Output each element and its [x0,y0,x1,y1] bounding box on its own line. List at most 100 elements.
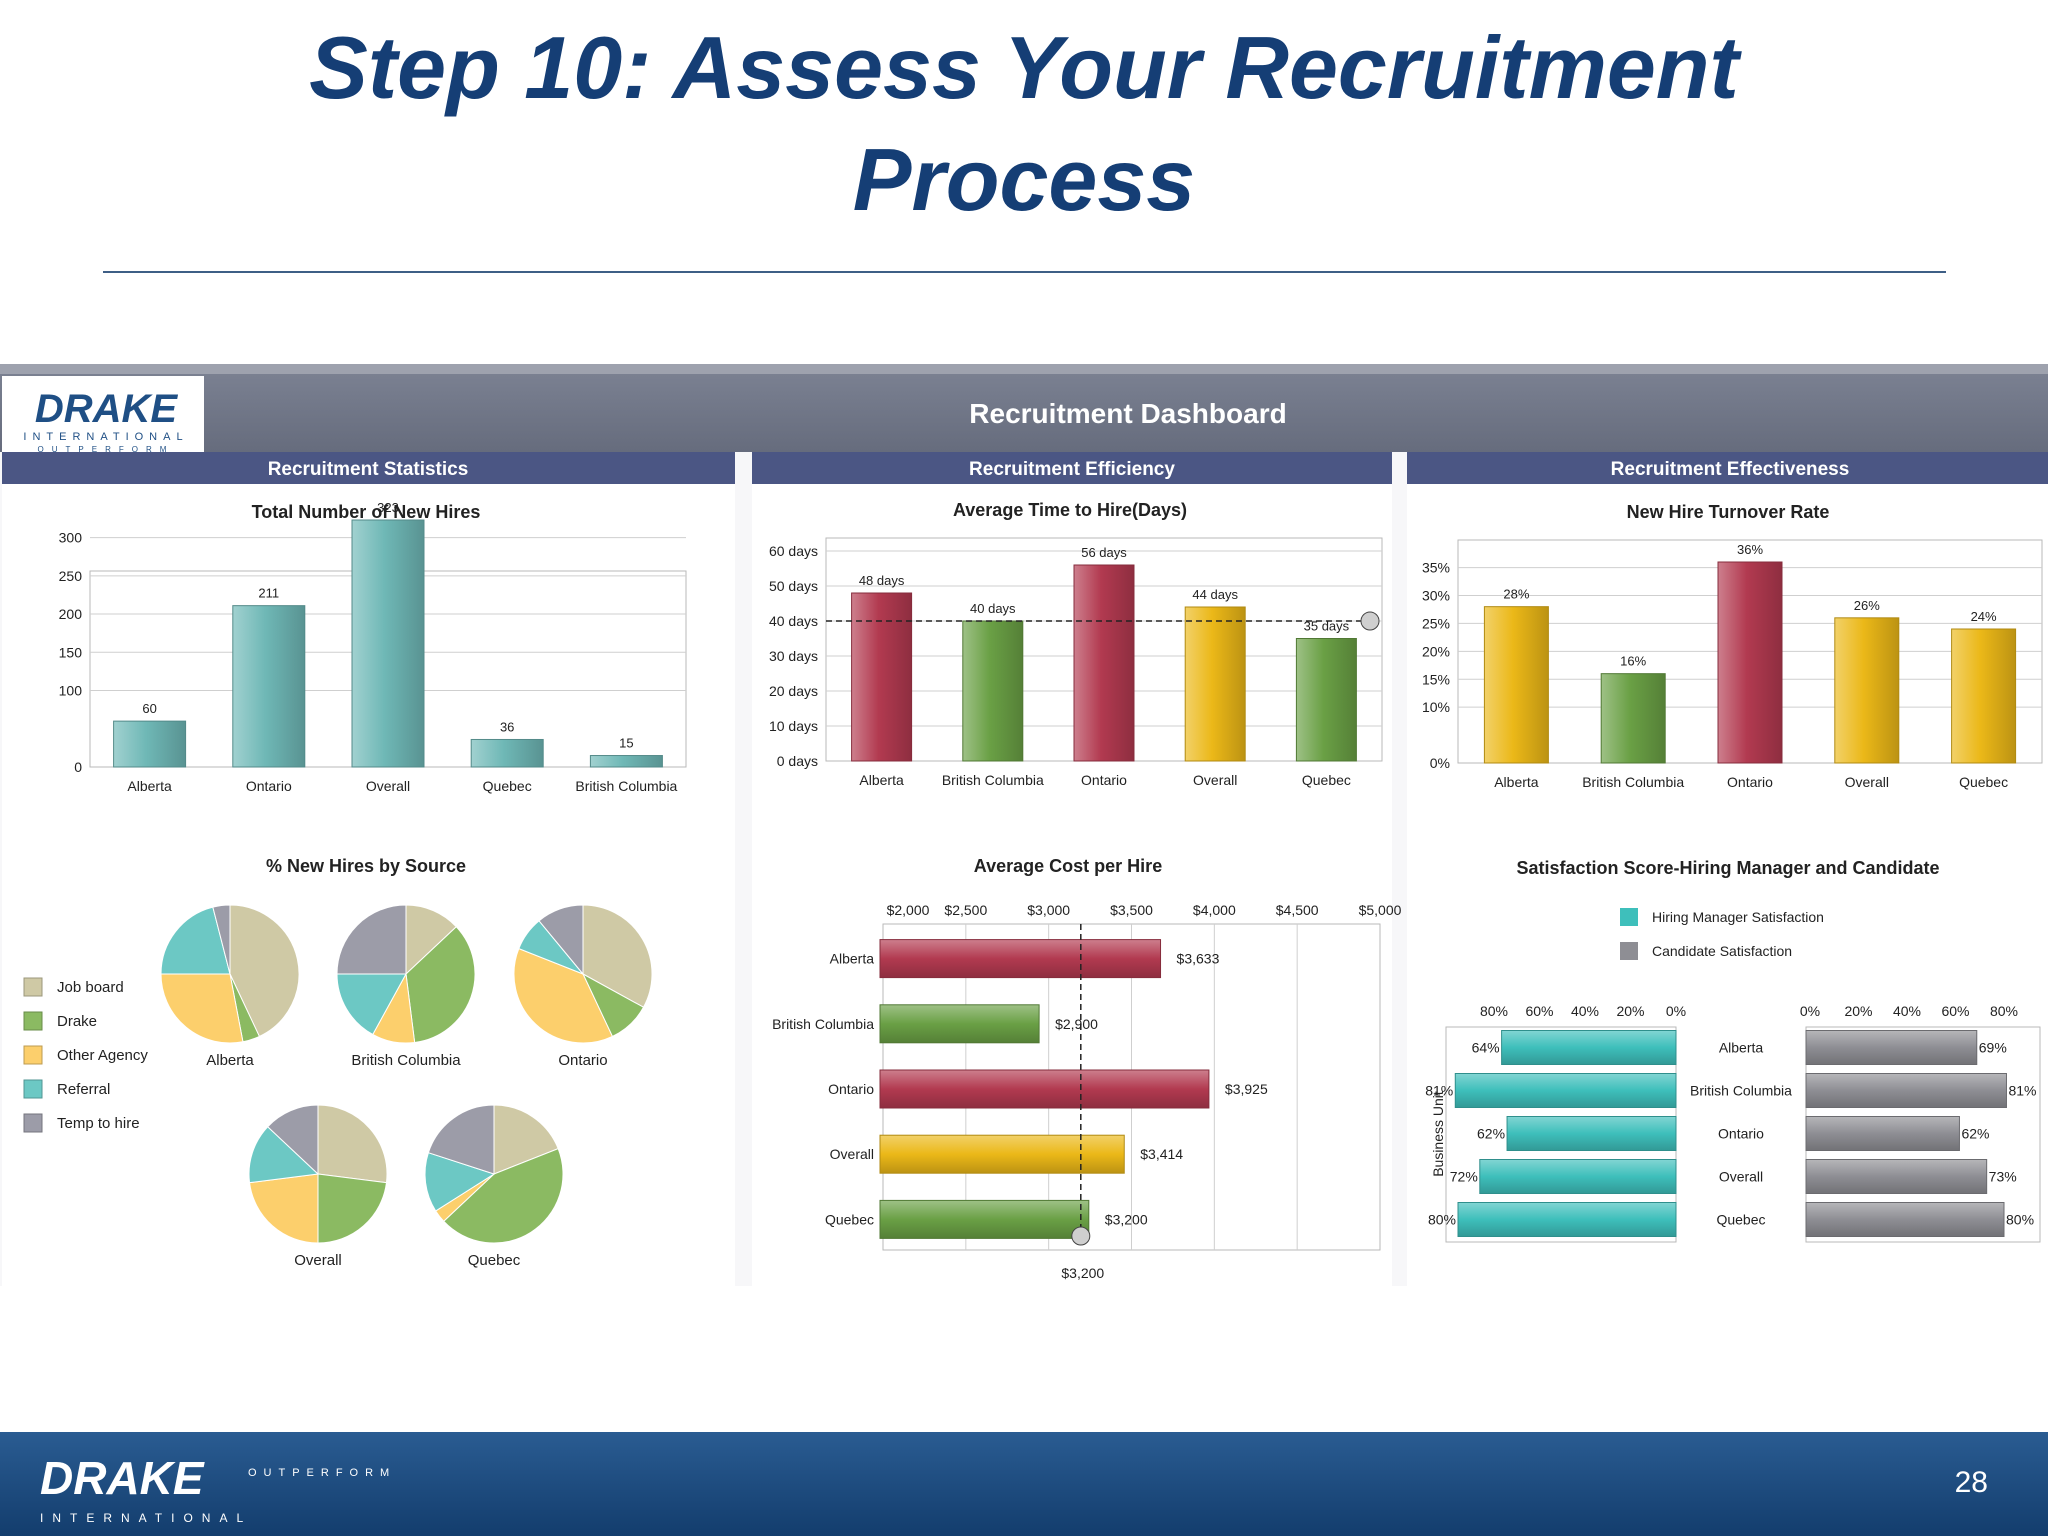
data-label-candidate: 80% [2006,1212,2034,1228]
legend-swatch [23,1045,43,1065]
x-tick-label-left: 60% [1525,1003,1553,1019]
data-label: 28% [1503,587,1529,602]
chart-total-new-hires: Total Number of New Hires 0 100 150 200 250 30… [59,500,687,794]
bar [879,1069,1210,1109]
dashboard-logo-tagline: OUTPERFORM [38,445,175,454]
data-label: 56 days [1081,545,1127,560]
footer-logo-tagline: OUTPERFORM [248,1467,396,1479]
pie-label: Ontario [558,1052,607,1069]
pie-slice [160,906,231,975]
chart-new-hires-by-source: % New Hires by Source Job board Drake Other… [23,856,653,1269]
pie-label: British Columbia [351,1052,461,1069]
data-label: $3,200 [1105,1211,1148,1227]
chart-avg-cost-per-hire: Average Cost per Hire $2,000 $2,500 $3,000 $… [772,856,1402,1281]
bar-hiring-manager [1457,1202,1677,1237]
bar [232,605,306,768]
data-label: 211 [258,586,279,601]
bar-hiring-manager [1506,1116,1677,1151]
x-tick-label: Alberta [1494,774,1539,790]
y-tick-label: 0 [74,759,82,775]
y-tick-label: 20% [1422,643,1450,659]
bar [1600,673,1666,764]
data-label-hiring-manager: 72% [1450,1169,1478,1185]
pie-slice [336,904,407,975]
bar-hiring-manager [1454,1073,1677,1108]
x-tick-label: $5,000 [1359,902,1402,918]
x-tick-label: British Columbia [575,778,677,794]
y-tick-label: 200 [59,606,83,622]
x-tick-label: Ontario [1727,774,1773,790]
bar [851,592,913,762]
category-label: Alberta [1719,1040,1764,1056]
legend-swatch [23,1011,43,1031]
target-label: $3,200 [1061,1265,1104,1281]
x-tick-label-right: 20% [1844,1003,1872,1019]
section-bar-statistics [2,452,735,484]
footer-bar: DRAKE OUTPERFORM INTERNATIONAL 28 [0,1432,2048,1536]
y-tick-label: 30% [1422,588,1450,604]
x-tick-label-left: 20% [1616,1003,1644,1019]
dashboard-header [0,374,2048,452]
x-tick-label: Quebec [1302,772,1351,788]
pie-slice [424,1152,496,1212]
bar [351,519,425,768]
bar [962,620,1024,762]
bar-hiring-manager [1479,1159,1677,1194]
title-divider [103,271,1946,273]
legend-swatch [23,977,43,997]
x-tick-label: Alberta [859,772,904,788]
x-tick-label-left: 40% [1571,1003,1599,1019]
data-label: 26% [1854,598,1880,613]
chart-title: Total Number of New Hires [252,502,481,522]
category-label: Quebec [1716,1212,1765,1228]
section-bar-effectiveness [1407,452,2048,484]
bar [879,1134,1125,1174]
y-tick-label: Overall [830,1146,874,1162]
slide-title-line1: Step 10: Assess Your Recruitment [309,18,1739,117]
y-tick-label: Alberta [830,951,875,967]
section-title-effectiveness: Recruitment Effectiveness [1611,459,1850,480]
x-tick-label: Ontario [1081,772,1127,788]
pie-slice [538,904,584,976]
data-label-candidate: 81% [2008,1083,2036,1099]
data-label-hiring-manager: 62% [1477,1126,1505,1142]
page-number: 28 [1954,1466,1988,1499]
bar [879,1004,1040,1044]
bar [113,720,187,768]
footer-logo-text: DRAKE [40,1452,205,1504]
pie-slice [248,1126,320,1184]
y-tick-label: 25% [1422,615,1450,631]
legend-swatch [1620,942,1638,960]
y-tick-label: 300 [59,530,83,546]
pie-slice [266,1104,319,1176]
slide-title-line2: Process [852,130,1196,229]
bar-candidate [1805,1159,1988,1194]
y-tick-label: 15% [1422,671,1450,687]
legend-label: Referral [57,1081,110,1098]
x-tick-label-right: 80% [1990,1003,2018,1019]
data-label: $3,414 [1140,1146,1183,1162]
bar [470,738,544,768]
x-tick-label-left: 0% [1666,1003,1686,1019]
chart-satisfaction-score: Satisfaction Score-Hiring Manager and Ca… [1425,858,2041,1243]
data-label: 15 [619,736,633,751]
bar [1951,628,2017,764]
data-label: 36 [500,719,514,734]
section-title-efficiency: Recruitment Efficiency [969,459,1175,480]
section-title-statistics: Recruitment Statistics [268,459,469,480]
pie-slice [317,1104,388,1184]
data-label: 16% [1620,654,1646,669]
slide-title: Step 10: Assess Your Recruitment Process [100,12,1948,236]
x-tick-label: Alberta [127,778,172,794]
y-tick-label: 50 days [769,578,818,594]
data-label: $3,925 [1225,1081,1268,1097]
pie-slice [248,1173,319,1244]
x-tick-label: $3,500 [1110,902,1153,918]
legend-label: Job board [57,979,124,996]
x-tick-label: $4,000 [1193,902,1236,918]
bar [1834,617,1900,764]
data-label: $2,900 [1055,1016,1098,1032]
pie-slice [317,1173,388,1244]
bar [1717,561,1783,764]
